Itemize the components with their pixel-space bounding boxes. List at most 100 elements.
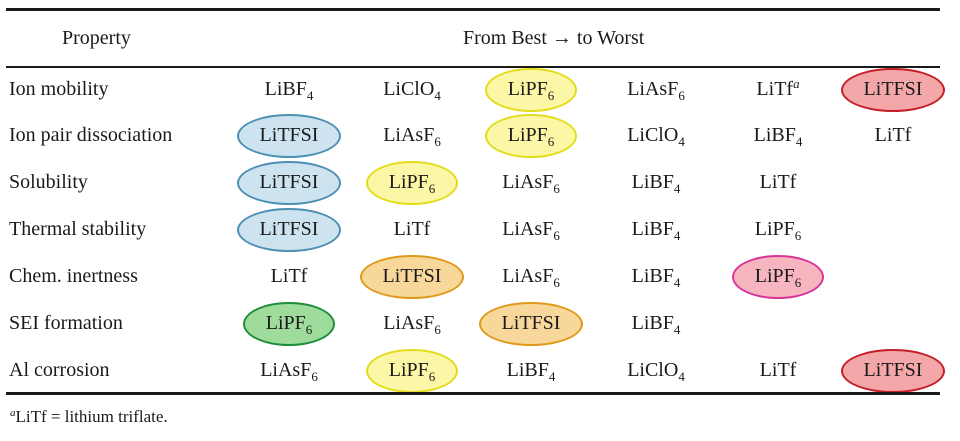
- table-cell: LiClO4: [623, 358, 689, 384]
- compound-subscript: 6: [311, 369, 318, 384]
- compound-name: LiClO: [383, 78, 435, 100]
- table-bottom-rule: [6, 392, 940, 395]
- compound-name: LiPF: [265, 312, 306, 334]
- highlight-ellipse-yellow: [485, 114, 577, 158]
- table-cell: LiTFSI: [498, 311, 565, 335]
- compound-name: LiBF: [631, 171, 674, 193]
- compound-name: LiAsF: [627, 78, 679, 100]
- highlight-ellipse-green: [243, 302, 335, 346]
- compound-name: LiPF: [754, 218, 795, 240]
- highlight-ellipse-orange: [360, 255, 464, 299]
- footnote: aLiTf = lithium triflate.: [10, 405, 168, 429]
- table-cell: LiPF6: [262, 311, 317, 337]
- compound-name: LiAsF: [260, 359, 312, 381]
- highlight-ellipse-blue: [237, 114, 341, 158]
- table-top-rule: [6, 8, 940, 11]
- compound-name: LiAsF: [502, 171, 554, 193]
- row-label: Ion pair dissociation: [9, 124, 173, 146]
- compound-name: LiPF: [507, 124, 548, 146]
- table-cell: LiBF4: [628, 170, 685, 196]
- table-cell: LiTFSI: [860, 358, 927, 382]
- highlight-ellipse-yellow: [366, 161, 458, 205]
- row-label: Ion mobility: [9, 78, 109, 100]
- table-cell: LiPF6: [385, 170, 440, 196]
- compound-name: LiBF: [631, 312, 674, 334]
- compound-name: LiTf: [874, 124, 912, 146]
- compound-subscript: 6: [553, 275, 560, 290]
- highlight-ellipse-blue: [237, 161, 341, 205]
- compound-subscript: 4: [795, 134, 803, 149]
- compound-subscript: 4: [673, 322, 681, 337]
- footnote-text: LiTf = lithium triflate.: [15, 407, 168, 426]
- highlight-ellipse-yellow: [366, 349, 458, 393]
- header-range: From Best → to Worst: [463, 27, 645, 49]
- compound-name: LiTFSI: [259, 218, 319, 240]
- table-cell: LiTf: [390, 217, 435, 241]
- table-cell: LiBF4: [628, 311, 685, 337]
- highlight-ellipse-yellow: [485, 68, 577, 112]
- compound-subscript: 6: [428, 369, 436, 384]
- row-label: Thermal stability: [9, 218, 147, 240]
- compound-subscript: 6: [553, 228, 560, 243]
- compound-subscript: 4: [673, 275, 681, 290]
- compound-subscript: 6: [553, 181, 560, 196]
- compound-name: LiAsF: [502, 265, 554, 287]
- compound-name: LiAsF: [383, 124, 435, 146]
- compound-name: LiTFSI: [501, 312, 561, 334]
- compound-subscript: 6: [547, 134, 555, 149]
- compound-name: LiBF: [753, 124, 796, 146]
- compound-name: LiBF: [631, 265, 674, 287]
- table-cell: LiAsF6: [498, 264, 564, 290]
- footnote-mark: a: [10, 407, 16, 419]
- compound-name: LiTFSI: [259, 171, 319, 193]
- table-cell: LiBF4: [503, 358, 560, 383]
- table-cell: LiTf: [267, 264, 312, 288]
- compound-name: LiTf: [393, 218, 431, 240]
- table-cell: LiPF6: [504, 77, 559, 103]
- compound-name: LiPF: [388, 359, 429, 381]
- table-cell: LiBF4: [750, 123, 807, 149]
- highlight-ellipse-orange: [479, 302, 583, 346]
- compound-name: LiPF: [754, 265, 795, 287]
- table-cell: LiTFSI: [379, 264, 446, 288]
- compound-subscript: 4: [678, 369, 685, 384]
- compound-name: LiTFSI: [382, 265, 442, 287]
- row-label: Solubility: [9, 171, 88, 193]
- compound-subscript: 4: [678, 134, 685, 149]
- highlight-ellipse-blue: [237, 208, 341, 252]
- table-cell: LiAsF6: [623, 77, 689, 103]
- highlight-ellipse-red: [841, 349, 945, 393]
- compound-name: LiBF: [506, 359, 549, 381]
- compound-name: LiBF: [264, 78, 307, 100]
- table-cell: LiAsF6: [256, 358, 322, 384]
- table-cell: LiAsF6: [379, 123, 445, 148]
- compound-subscript: 6: [428, 181, 436, 196]
- compound-subscript: 6: [794, 228, 802, 243]
- table-cell: LiTFSI: [256, 123, 323, 147]
- compound-subscript: 6: [305, 322, 313, 337]
- footnote-marker: a: [793, 76, 800, 91]
- table-cell: LiTf: [871, 123, 916, 147]
- compound-name: LiPF: [507, 78, 548, 100]
- compound-subscript: 4: [673, 181, 681, 196]
- compound-subscript: 4: [306, 88, 314, 103]
- table-cell: LiPF6: [751, 264, 806, 289]
- compound-subscript: 6: [547, 88, 555, 103]
- compound-name: LiAsF: [383, 312, 435, 334]
- table-cell: LiPF6: [751, 217, 806, 243]
- table-cell: LiTf: [756, 170, 801, 194]
- table-cell: LiPF6: [504, 123, 559, 149]
- compound-name: LiTFSI: [863, 78, 923, 100]
- compound-name: LiPF: [388, 171, 429, 193]
- table-header-rule: [6, 66, 940, 68]
- compound-subscript: 4: [673, 228, 681, 243]
- row-label: SEI formation: [9, 312, 123, 334]
- compound-name: LiBF: [631, 218, 674, 240]
- compound-subscript: 6: [678, 88, 685, 103]
- compound-name: LiClO: [627, 359, 679, 381]
- compound-name: LiTf: [759, 359, 797, 381]
- header-property: Property: [62, 27, 131, 49]
- table-cell: LiTf: [756, 358, 801, 382]
- compound-name: LiTf: [270, 265, 308, 287]
- table-cell: LiBF4: [261, 77, 318, 103]
